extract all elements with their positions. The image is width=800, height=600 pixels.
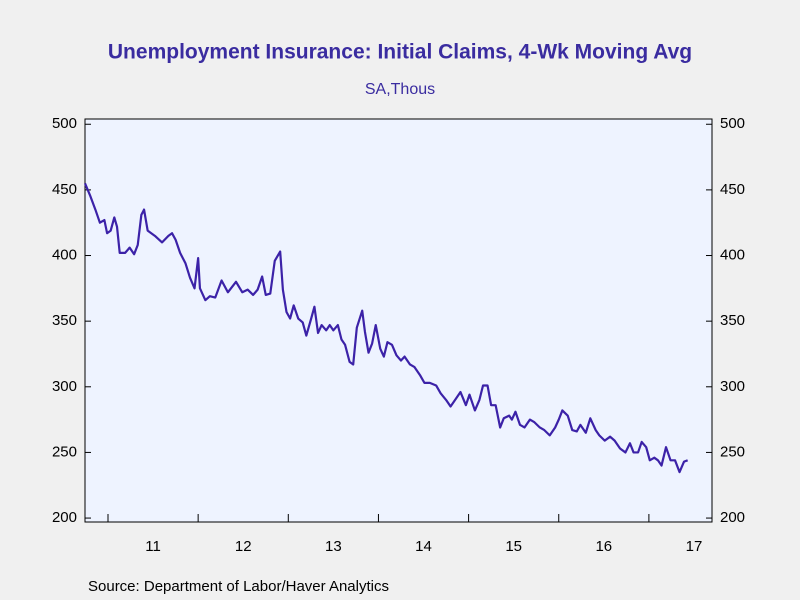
source-note: Source: Department of Labor/Haver Analyt…	[88, 578, 389, 595]
y-tick-label: 300	[52, 378, 77, 395]
y2-tick-label: 500	[720, 115, 745, 132]
x-tick-label: 15	[505, 538, 522, 555]
y-tick-label: 350	[52, 312, 77, 329]
y2-tick-label: 300	[720, 378, 745, 395]
y2-tick-label: 450	[720, 181, 745, 198]
chart-subtitle: SA,Thous	[365, 81, 435, 98]
x-tick-label: 14	[415, 538, 432, 555]
y2-tick-label: 250	[720, 443, 745, 460]
y-tick-label: 200	[52, 509, 77, 526]
y-tick-label: 450	[52, 181, 77, 198]
y-tick-label: 400	[52, 246, 77, 263]
y2-tick-label: 400	[720, 246, 745, 263]
x-tick-label: 13	[325, 538, 342, 555]
y2-tick-label: 350	[720, 312, 745, 329]
data-line	[83, 182, 689, 474]
chart-title: Unemployment Insurance: Initial Claims, …	[108, 41, 692, 64]
plot-area	[84, 118, 713, 523]
y2-tick-label: 200	[720, 509, 745, 526]
x-tick-label: 12	[235, 538, 252, 555]
x-tick-label: 17	[686, 538, 703, 555]
y-tick-label: 500	[52, 115, 77, 132]
x-tick-label: 16	[595, 538, 612, 555]
y-tick-label: 250	[52, 443, 77, 460]
x-tick-label: 11	[145, 538, 161, 555]
